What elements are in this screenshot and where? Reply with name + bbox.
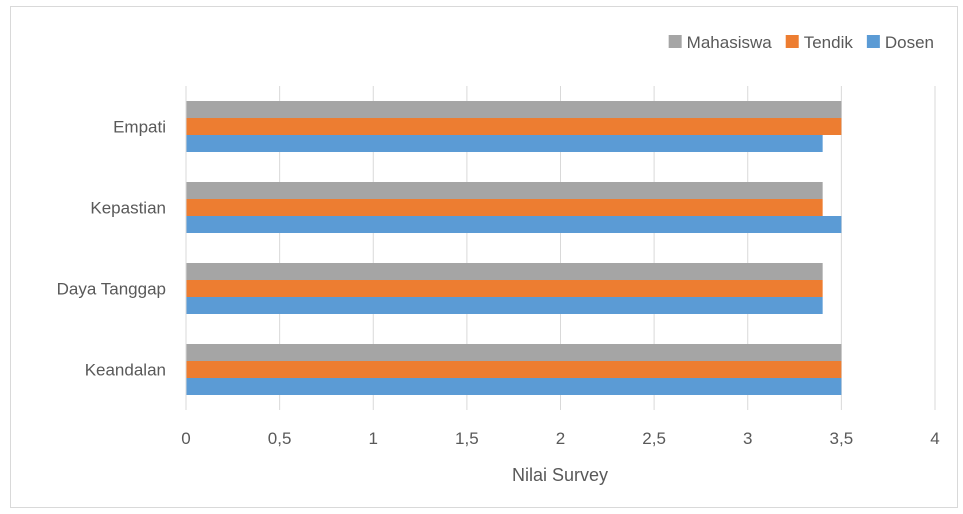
legend-swatch-tendik <box>785 35 799 48</box>
legend-swatch-mahasiswa <box>668 35 682 48</box>
category-label: Kepastian <box>90 199 166 218</box>
x-tick-label: 3 <box>743 429 752 448</box>
legend-label: Dosen <box>885 33 934 52</box>
x-tick-label: 3,5 <box>830 429 854 448</box>
bar-tendik-keandalan <box>186 361 842 378</box>
bar-tendik-daya-tanggap <box>186 280 823 297</box>
bar-dosen-empati <box>186 135 823 152</box>
x-tick-label: 1 <box>369 429 378 448</box>
bar-mahasiswa-empati <box>186 101 842 118</box>
legend-label: Tendik <box>804 33 854 52</box>
category-label: Keandalan <box>85 361 166 380</box>
x-tick-label: 1,5 <box>455 429 479 448</box>
x-tick-label: 2,5 <box>642 429 666 448</box>
bar-dosen-keandalan <box>186 378 842 395</box>
bar-tendik-empati <box>186 118 842 135</box>
x-axis-title: Nilai Survey <box>512 465 608 485</box>
bar-tendik-kepastian <box>186 199 823 216</box>
x-tick-label: 4 <box>930 429 939 448</box>
category-label: Daya Tanggap <box>57 280 166 299</box>
chart-container <box>10 6 958 508</box>
bar-mahasiswa-daya-tanggap <box>186 263 823 280</box>
x-tick-label: 0,5 <box>268 429 292 448</box>
category-label: Empati <box>113 118 166 137</box>
bar-dosen-kepastian <box>186 216 842 233</box>
bar-mahasiswa-kepastian <box>186 182 823 199</box>
x-tick-label: 0 <box>181 429 190 448</box>
bar-mahasiswa-keandalan <box>186 344 842 361</box>
legend-label: Mahasiswa <box>687 33 773 52</box>
legend-swatch-dosen <box>866 35 880 48</box>
bar-dosen-daya-tanggap <box>186 297 823 314</box>
x-tick-label: 2 <box>556 429 565 448</box>
